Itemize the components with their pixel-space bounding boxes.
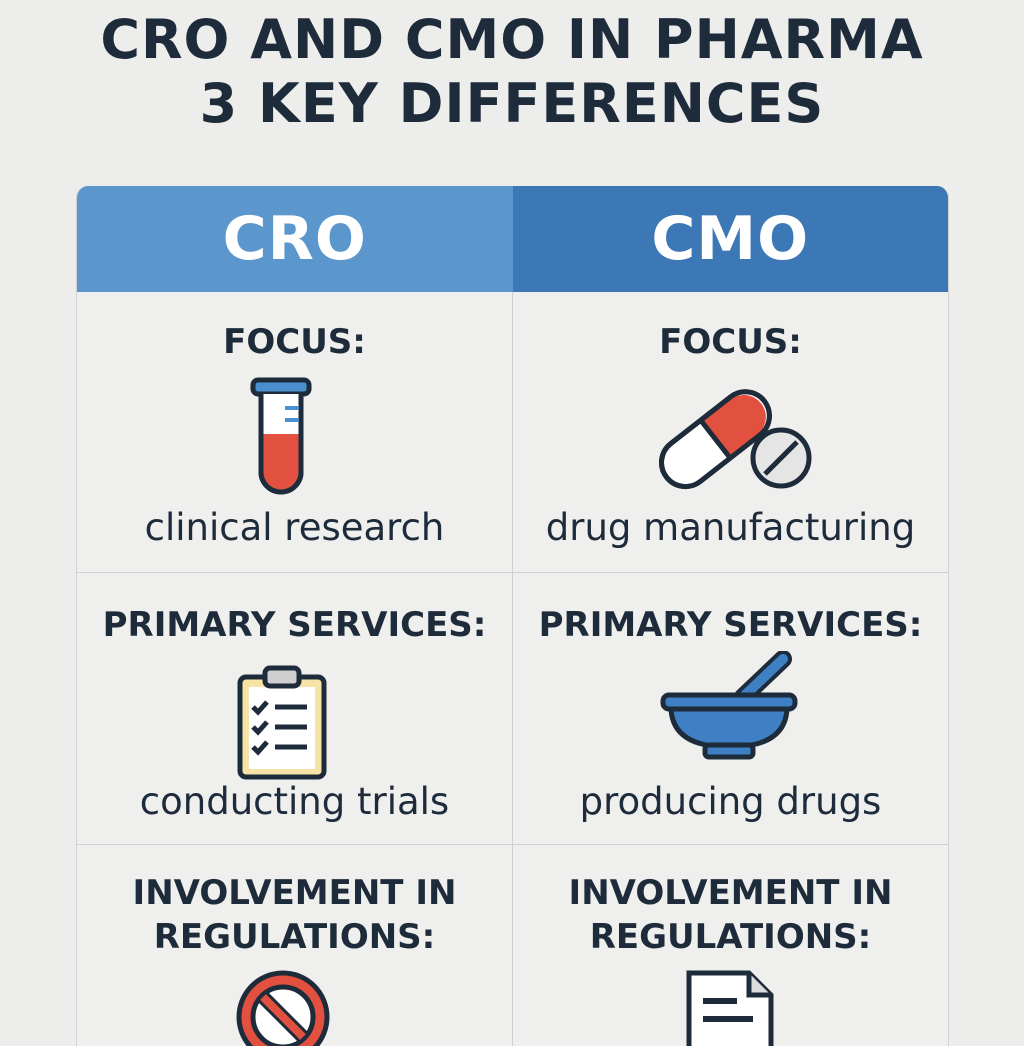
cro-regulations-cell: INVOLVEMENT IN REGULATIONS: [77,845,512,1046]
cmo-column-header: CMO [512,186,948,292]
cmo-regulations-label-2: REGULATIONS: [589,917,872,957]
cro-services-text: conducting trials [139,780,450,823]
cro-regulations-label-2: REGULATIONS: [153,917,436,957]
cmo-focus-label: FOCUS: [659,322,802,362]
column-divider [512,292,513,1046]
cro-focus-cell: FOCUS: clinical research [77,292,512,572]
clipboard-checklist-icon [237,665,327,780]
cmo-focus-text: drug manufacturing [545,506,916,549]
cro-services-label: PRIMARY SERVICES: [102,605,487,645]
title-line-1: CRO AND CMO IN PHARMA [100,8,924,71]
cmo-regulations-cell: INVOLVEMENT IN REGULATIONS: [513,845,948,1046]
row-divider-1 [77,572,948,573]
title-line-2: 3 KEY DIFFERENCES [199,72,825,135]
cro-regulations-label-1: INVOLVEMENT IN [132,873,457,913]
cmo-services-cell: PRIMARY SERVICES: producing drugs [513,573,948,844]
document-icon [686,970,774,1046]
cro-focus-text: clinical research [144,506,445,549]
cmo-regulations-label-1: INVOLVEMENT IN [568,873,893,913]
comparison-table: CRO CMO FOCUS: clinical research FOCUS: [76,186,949,1046]
page-title: CRO AND CMO IN PHARMA 3 KEY DIFFERENCES [0,0,1024,136]
row-divider-2 [77,844,948,845]
cro-services-cell: PRIMARY SERVICES: conducting trials [77,573,512,844]
prohibited-icon [236,970,330,1046]
test-tube-icon [250,377,312,495]
cmo-focus-cell: FOCUS: drug manufacturing [513,292,948,572]
cro-focus-label: FOCUS: [223,322,366,362]
cmo-services-label: PRIMARY SERVICES: [538,605,923,645]
mortar-pestle-icon [660,651,798,760]
cmo-services-text: producing drugs [579,780,882,823]
pill-capsule-icon [659,389,812,490]
cro-column-header: CRO [77,186,513,292]
